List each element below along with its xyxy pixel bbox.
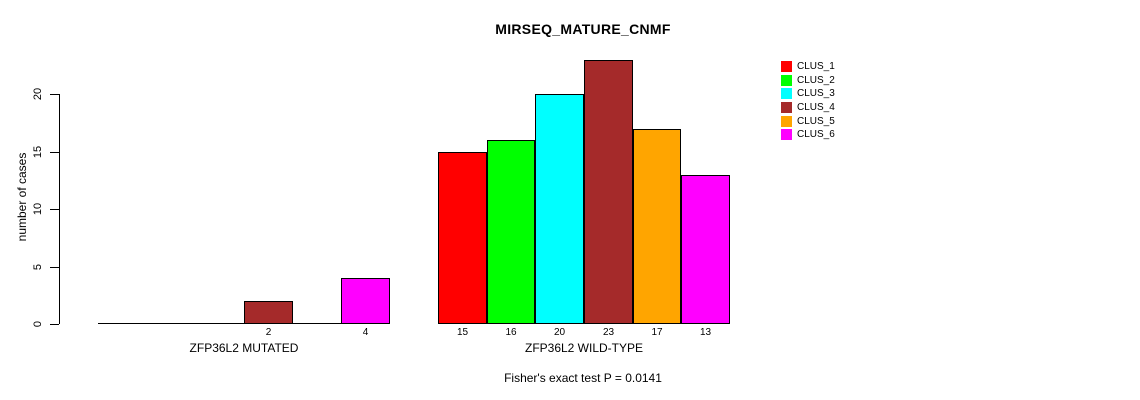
bar-value-label: 16 — [505, 327, 517, 338]
legend-item-clus-2: CLUS_2 — [781, 74, 835, 86]
legend-swatch-clus-5 — [781, 115, 792, 127]
legend-label-clus-1: CLUS_1 — [797, 61, 835, 72]
bar-clus_2-group2 — [487, 140, 535, 324]
bar-clus_1-group2 — [438, 152, 487, 324]
legend-label-clus-5: CLUS_5 — [797, 115, 835, 127]
bar-clus_3-group2 — [535, 94, 584, 324]
bar-value-label: 20 — [553, 327, 566, 338]
y-tick — [50, 267, 59, 268]
legend-item-clus-6: CLUS_6 — [781, 129, 835, 141]
bar-clus_6-group1 — [341, 278, 390, 324]
legend-swatch-clus-1 — [781, 61, 792, 72]
legend-item-clus-5: CLUS_5 — [781, 115, 835, 127]
y-axis-line — [59, 94, 60, 324]
legend-item-clus-1: CLUS_1 — [781, 61, 835, 72]
legend-item-clus-4: CLUS_4 — [781, 102, 835, 114]
bar-value-label: 13 — [699, 327, 712, 338]
y-tick-label: 10 — [32, 202, 44, 216]
y-tick — [50, 94, 59, 95]
legend-label-clus-6: CLUS_6 — [797, 129, 835, 141]
bar-clus_5-group2 — [633, 129, 681, 324]
bar-value-label: 23 — [602, 327, 615, 338]
chart-title: MIRSEQ_MATURE_CNMF — [495, 21, 671, 37]
zero-bar-clus_1-group1 — [98, 323, 148, 324]
bar-value-label: 15 — [456, 327, 469, 338]
bar-value-label: 2 — [265, 327, 272, 338]
bar-value-label: 4 — [362, 327, 369, 338]
group-label: ZFP36L2 MUTATED — [189, 341, 299, 355]
zero-bar-clus_3-group1 — [195, 323, 245, 324]
legend-label-clus-3: CLUS_3 — [797, 88, 835, 100]
y-axis-label: number of cases — [15, 152, 29, 242]
legend-swatch-clus-6 — [781, 129, 792, 141]
y-tick-label: 15 — [32, 145, 44, 159]
legend-label-clus-4: CLUS_4 — [797, 102, 835, 114]
bar-value-label: 17 — [651, 327, 663, 338]
y-tick — [50, 209, 59, 210]
group-label: ZFP36L2 WILD-TYPE — [524, 341, 644, 355]
zero-bar-clus_5-group1 — [293, 323, 342, 324]
legend-swatch-clus-4 — [781, 102, 792, 114]
zero-bar-clus_2-group1 — [147, 323, 196, 324]
legend-swatch-clus-2 — [781, 74, 792, 86]
bar-clus_4-group1 — [244, 301, 293, 324]
y-tick-label: 0 — [32, 320, 44, 328]
legend: CLUS_1 CLUS_2 CLUS_3 CLUS_4 CLUS_5 CLUS_… — [781, 61, 835, 143]
bar-clus_6-group2 — [681, 175, 730, 324]
legend-label-clus-2: CLUS_2 — [797, 74, 835, 86]
legend-swatch-clus-3 — [781, 88, 792, 100]
y-tick — [50, 152, 59, 153]
fisher-annotation: Fisher's exact test P = 0.0141 — [504, 371, 662, 385]
legend-item-clus-3: CLUS_3 — [781, 88, 835, 100]
bar-clus_4-group2 — [584, 60, 633, 324]
y-tick-label: 20 — [32, 87, 44, 101]
y-tick — [50, 324, 59, 325]
y-tick-label: 5 — [32, 263, 44, 271]
